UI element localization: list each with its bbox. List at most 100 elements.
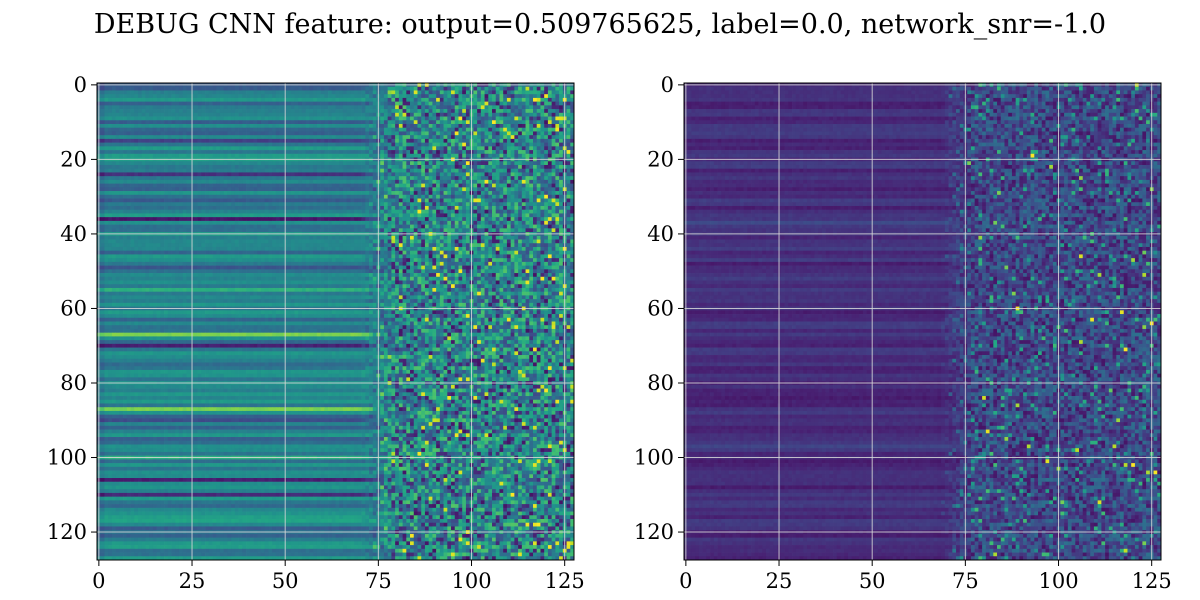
heatmap-cell (481, 90, 485, 94)
heatmap-cell (432, 221, 436, 225)
heatmap-cell (123, 169, 127, 173)
heatmap-cell (149, 135, 153, 139)
heatmap-cell (365, 199, 369, 203)
heatmap-cell (514, 109, 518, 113)
heatmap-cell (544, 180, 548, 184)
heatmap-cell (537, 217, 541, 221)
heatmap-cell (339, 199, 343, 203)
heatmap-cell (235, 135, 239, 139)
heatmap-cell (119, 87, 123, 91)
heatmap-cell (112, 172, 116, 176)
heatmap-cell (462, 143, 466, 147)
heatmap-cell (533, 90, 537, 94)
heatmap-cell (429, 172, 433, 176)
heatmap-cell (313, 94, 317, 98)
heatmap-cell (287, 98, 291, 102)
heatmap-cell (287, 94, 291, 98)
heatmap-cell (567, 117, 571, 121)
heatmap-cell (138, 117, 142, 121)
heatmap-cell (365, 154, 369, 158)
heatmap-cell (336, 113, 340, 117)
heatmap-cell (149, 131, 153, 135)
heatmap-cell (138, 109, 142, 113)
heatmap-cell (432, 180, 436, 184)
heatmap-cell (488, 191, 492, 195)
heatmap-cell (101, 202, 105, 206)
heatmap-cell (403, 135, 407, 139)
heatmap-cell (369, 109, 373, 113)
heatmap-cell (507, 206, 511, 210)
heatmap-cell (268, 191, 272, 195)
heatmap-cell (112, 217, 116, 221)
heatmap-cell (287, 90, 291, 94)
heatmap-cell (160, 90, 164, 94)
heatmap-cell (261, 195, 265, 199)
heatmap-cell (328, 135, 332, 139)
heatmap-cell (503, 172, 507, 176)
heatmap-cell (350, 109, 354, 113)
heatmap-cell (216, 120, 220, 124)
heatmap-cell (108, 154, 112, 158)
heatmap-cell (265, 225, 269, 229)
heatmap-cell (358, 102, 362, 106)
heatmap-cell (183, 169, 187, 173)
heatmap-cell (455, 213, 459, 217)
heatmap-cell (242, 124, 246, 128)
heatmap-cell (391, 165, 395, 169)
heatmap-cell (172, 161, 176, 165)
heatmap-cell (499, 105, 503, 109)
heatmap-cell (254, 206, 258, 210)
heatmap-cell (432, 102, 436, 106)
heatmap-cell (492, 131, 496, 135)
heatmap-cell (157, 128, 161, 132)
heatmap-cell (138, 187, 142, 191)
heatmap-cell (123, 98, 127, 102)
heatmap-cell (432, 165, 436, 169)
heatmap-cell (522, 187, 526, 191)
heatmap-cell (436, 102, 440, 106)
heatmap-cell (172, 102, 176, 106)
heatmap-cell (552, 150, 556, 154)
heatmap-cell (227, 184, 231, 188)
heatmap-cell (295, 165, 299, 169)
heatmap-cell (526, 213, 530, 217)
heatmap-cell (451, 213, 455, 217)
heatmap-cell (220, 124, 224, 128)
heatmap-cell (101, 87, 105, 91)
heatmap-cell (384, 124, 388, 128)
heatmap-cell (540, 217, 544, 221)
heatmap-cell (354, 169, 358, 173)
heatmap-cell (414, 135, 418, 139)
heatmap-cell (473, 146, 477, 150)
heatmap-cell (559, 191, 563, 195)
heatmap-cell (466, 199, 470, 203)
heatmap-cell (529, 154, 533, 158)
heatmap-cell (160, 124, 164, 128)
heatmap-cell (488, 128, 492, 132)
heatmap-cell (145, 195, 149, 199)
heatmap-cell (417, 139, 421, 143)
heatmap-cell (466, 105, 470, 109)
heatmap-cell (369, 146, 373, 150)
heatmap-cell (466, 139, 470, 143)
heatmap-cell (451, 131, 455, 135)
heatmap-cell (224, 191, 228, 195)
heatmap-cell (533, 225, 537, 229)
heatmap-cell (160, 150, 164, 154)
heatmap-cell (112, 180, 116, 184)
heatmap-cell (220, 150, 224, 154)
heatmap-cell (313, 109, 317, 113)
heatmap-cell (257, 191, 261, 195)
heatmap-cell (496, 154, 500, 158)
heatmap-cell (518, 187, 522, 191)
heatmap-cell (559, 206, 563, 210)
heatmap-cell (522, 113, 526, 117)
heatmap-cell (108, 131, 112, 135)
heatmap-cell (444, 206, 448, 210)
heatmap-cell (473, 172, 477, 176)
heatmap-cell (172, 210, 176, 214)
heatmap-cell (388, 131, 392, 135)
heatmap-cell (362, 161, 366, 165)
heatmap-cell (268, 187, 272, 191)
heatmap-cell (205, 191, 209, 195)
